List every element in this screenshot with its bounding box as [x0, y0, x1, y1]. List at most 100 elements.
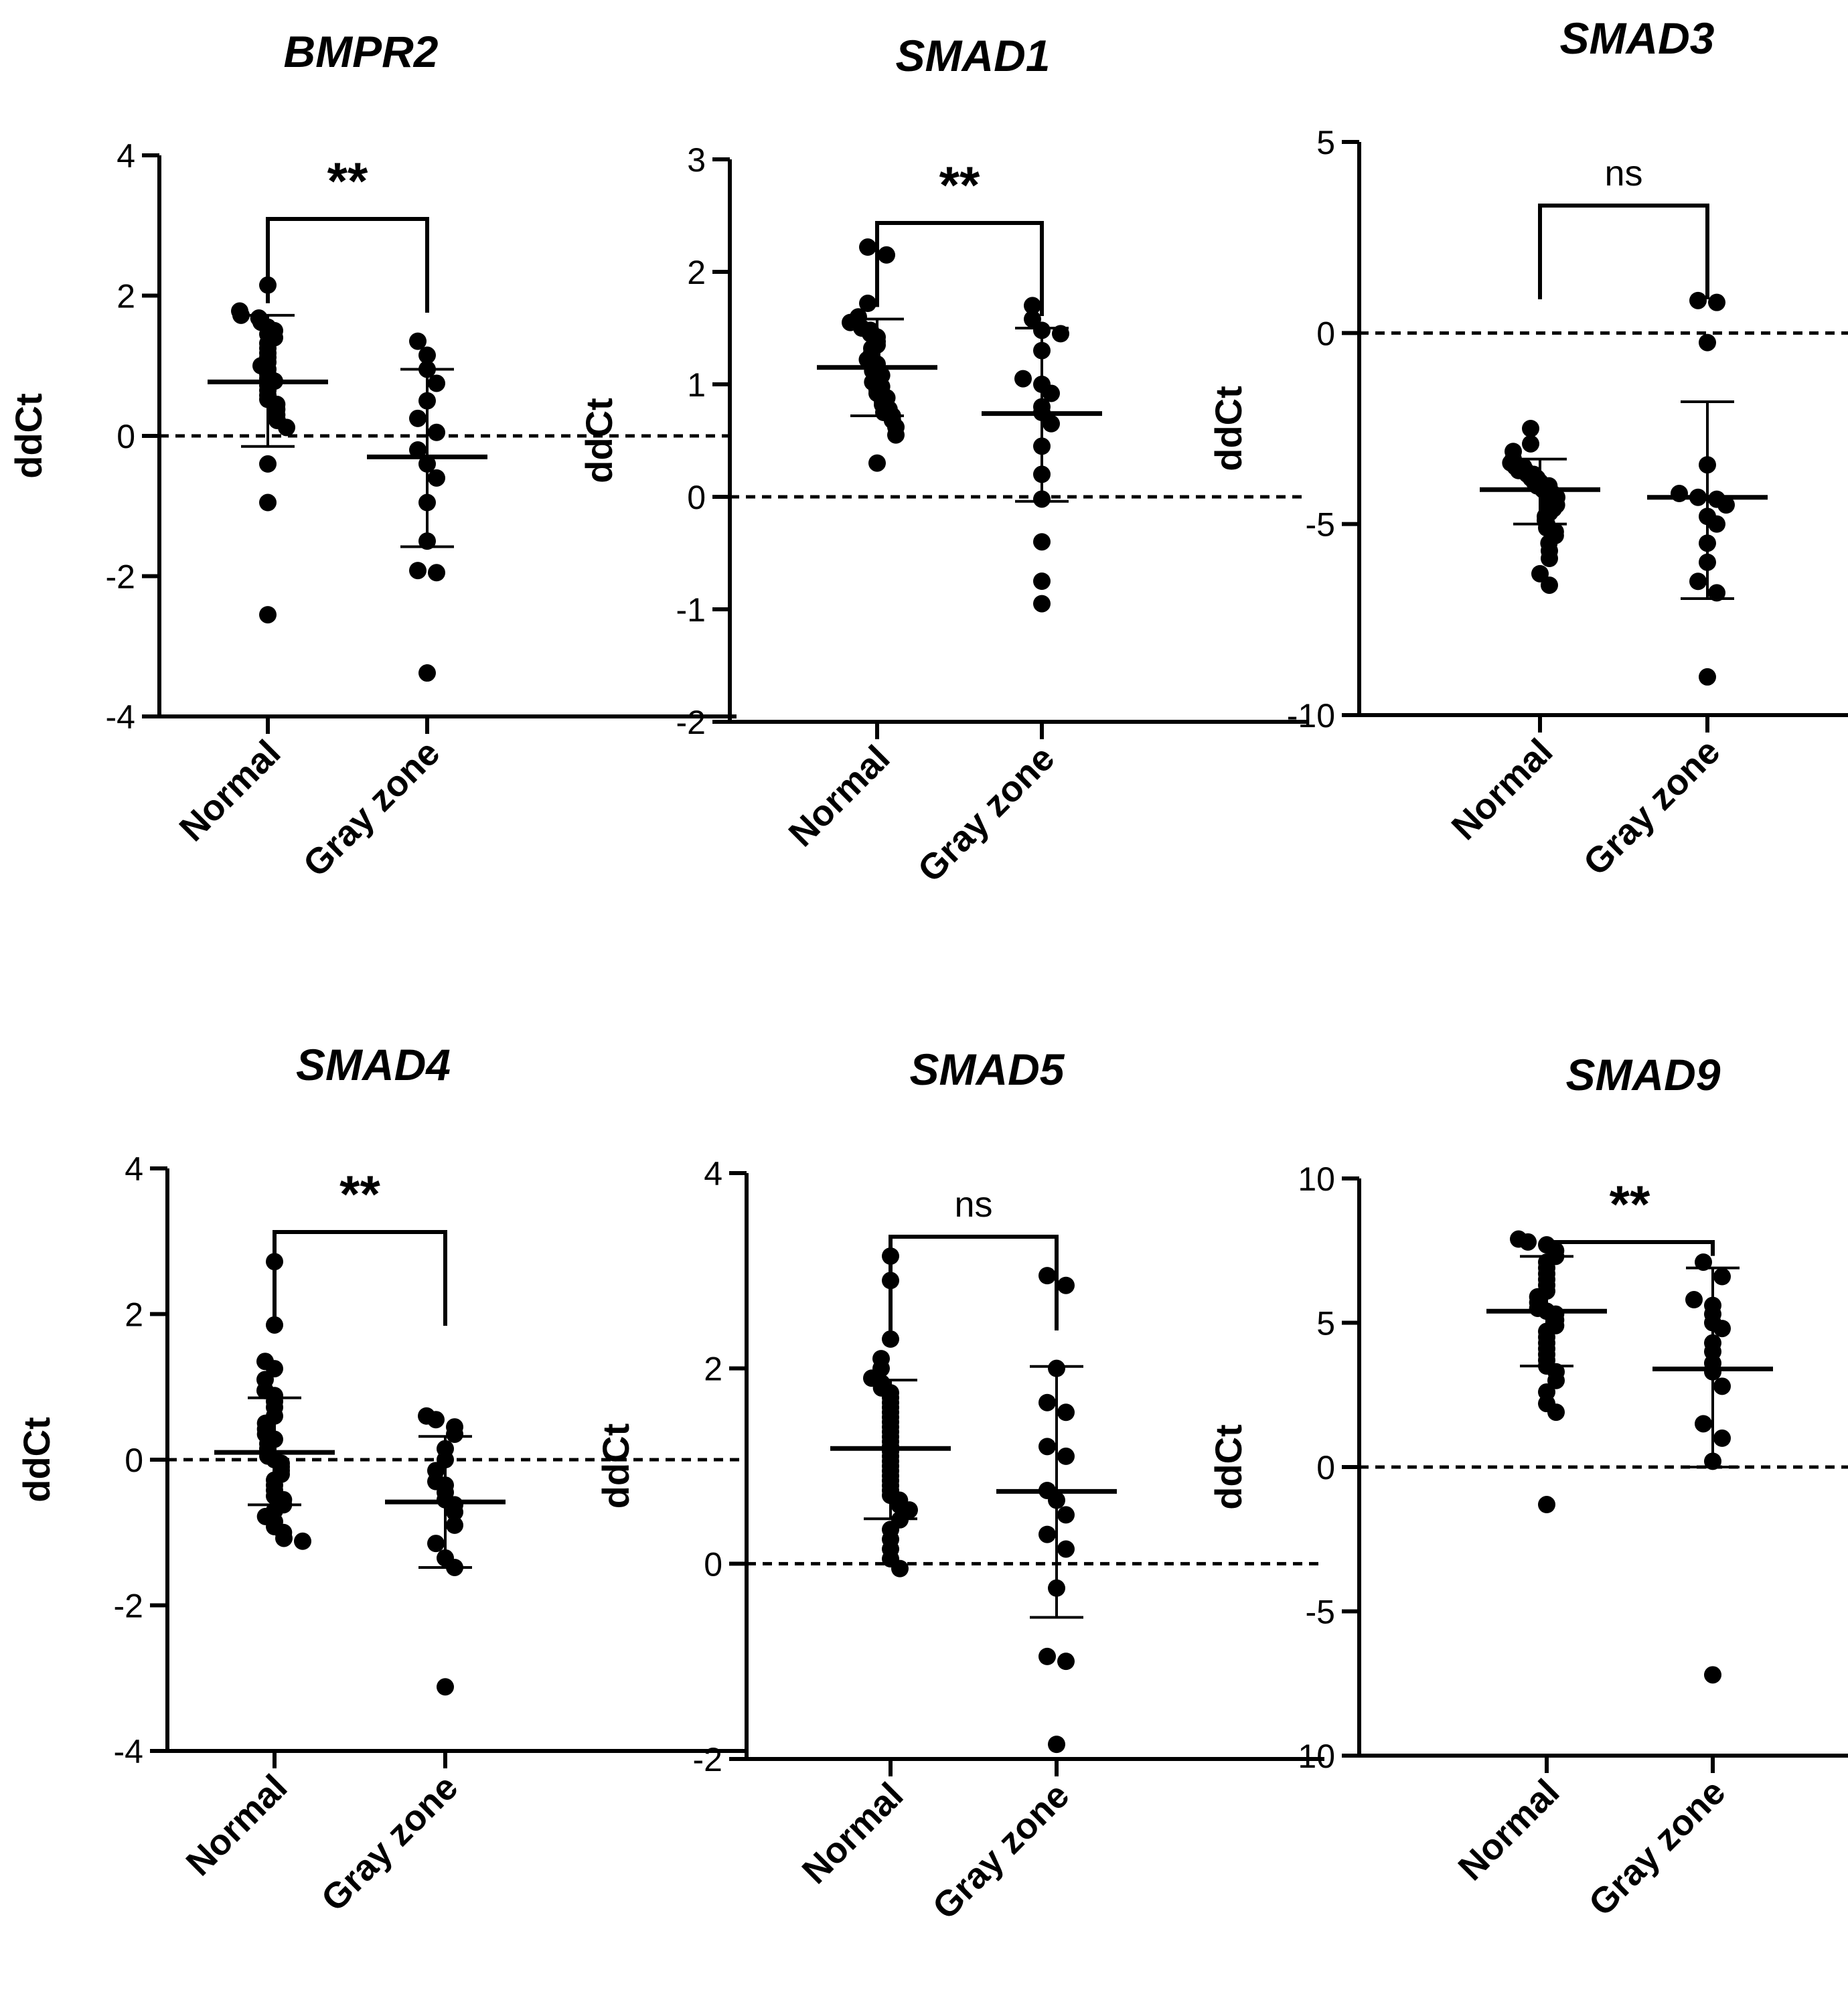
data-point [428, 469, 445, 487]
data-point [275, 1529, 293, 1547]
x-tick-label: Gray zone [910, 738, 1062, 890]
significance-bracket [889, 1235, 1059, 1330]
significance-label: ** [327, 151, 368, 210]
data-point [428, 423, 445, 441]
data-point [1695, 1415, 1712, 1433]
significance-bracket [1545, 1240, 1715, 1256]
data-point [1713, 1377, 1731, 1395]
data-point [428, 564, 445, 582]
data-point [1038, 1525, 1056, 1543]
data-point [1685, 1291, 1703, 1309]
y-tick-label: 0 [125, 1442, 143, 1479]
data-point [1541, 576, 1558, 594]
data-point [868, 454, 886, 472]
data-point [878, 246, 895, 264]
data-point [1713, 1320, 1731, 1338]
data-point [882, 1272, 899, 1290]
data-point [859, 295, 876, 313]
data-point [1689, 291, 1707, 309]
y-tick-label: 2 [125, 1296, 143, 1334]
significance-label: ns [954, 1184, 992, 1225]
data-point [1033, 595, 1051, 613]
data-point [446, 1516, 463, 1534]
data-point [859, 238, 876, 256]
data-point [266, 1316, 283, 1334]
data-point [259, 606, 277, 624]
chart-title: SMAD1 [895, 31, 1050, 80]
y-axis-label: ddCt [1207, 1424, 1249, 1510]
data-point [418, 664, 436, 682]
panel-smad9: SMAD9 10 5 0 -5 -10 ddCt Normal Gray zone ** [1207, 1050, 1848, 1924]
data-point [409, 562, 427, 580]
data-point [882, 1330, 899, 1348]
data-point [1057, 1653, 1075, 1671]
y-axis-label: ddCt [578, 398, 620, 483]
data-point [1519, 1233, 1537, 1251]
data-point [446, 1425, 463, 1443]
data-point [1043, 414, 1060, 433]
significance-label: ** [339, 1164, 380, 1223]
x-tick-label: Gray zone [925, 1775, 1077, 1927]
data-point [1038, 1438, 1056, 1456]
data-point [1695, 1253, 1712, 1271]
data-point [1033, 572, 1051, 590]
data-point [1048, 1736, 1065, 1754]
data-point [1699, 668, 1716, 686]
data-point [1057, 1403, 1075, 1422]
data-point [891, 1559, 909, 1578]
y-tick-label: 2 [704, 1351, 722, 1388]
data-point [1057, 1276, 1075, 1294]
data-point [1522, 420, 1539, 437]
significance-bracket [273, 1230, 447, 1326]
data-point [1713, 1429, 1731, 1447]
y-tick-label: 5 [1316, 124, 1335, 161]
panel-smad1: SMAD1 3 2 1 0 -1 -2 ddCt Normal Gray zone ** [578, 31, 1307, 890]
y-tick-label: 0 [117, 418, 135, 455]
data-point [428, 374, 445, 392]
data-point [409, 409, 427, 427]
y-tick-label: 10 [1298, 1160, 1335, 1198]
data-point [1038, 1267, 1056, 1285]
data-point [1024, 297, 1041, 315]
y-tick-label: -2 [106, 558, 135, 596]
data-point [1547, 1371, 1565, 1389]
data-point [294, 1532, 311, 1550]
data-point [259, 493, 277, 512]
data-point [1531, 564, 1549, 583]
data-point [1547, 1403, 1565, 1422]
panel-bmpr2: BMPR2 4 2 0 -2 -4 ddCt Normal Gray zone ** [7, 27, 737, 885]
data-point [1708, 584, 1725, 602]
y-tick-label: 0 [1316, 315, 1335, 352]
significance-label: ** [1610, 1174, 1650, 1233]
x-tick-label: Gray zone [313, 1767, 465, 1919]
y-tick-label: -4 [114, 1733, 143, 1770]
y-axis-label: ddCt [595, 1424, 637, 1509]
data-point [446, 1503, 463, 1521]
data-point [259, 455, 277, 473]
x-tick-label: Normal [1451, 1772, 1567, 1888]
data-point [882, 1247, 899, 1265]
y-tick-label: 0 [687, 479, 706, 516]
data-point [1704, 1666, 1721, 1684]
y-tick-label: 4 [125, 1150, 143, 1188]
y-tick-label: 2 [687, 254, 706, 291]
y-tick-label: -4 [106, 698, 135, 736]
data-point [1038, 1393, 1056, 1411]
data-point [887, 426, 905, 444]
y-tick-label: -1 [676, 591, 706, 629]
y-axis-label: ddCt [1207, 386, 1249, 471]
data-point [278, 418, 295, 437]
data-point [1538, 1496, 1555, 1514]
data-point [1057, 1506, 1075, 1524]
y-tick-label: 2 [117, 278, 135, 315]
chart-title: SMAD4 [296, 1040, 451, 1089]
significance-bracket [1538, 204, 1709, 299]
data-point [1014, 370, 1032, 388]
chart-title: SMAD9 [1565, 1050, 1720, 1099]
significance-bracket [875, 221, 1044, 316]
data-point [427, 1411, 445, 1429]
y-tick-label: 4 [117, 137, 135, 175]
chart-title: SMAD5 [909, 1045, 1065, 1094]
